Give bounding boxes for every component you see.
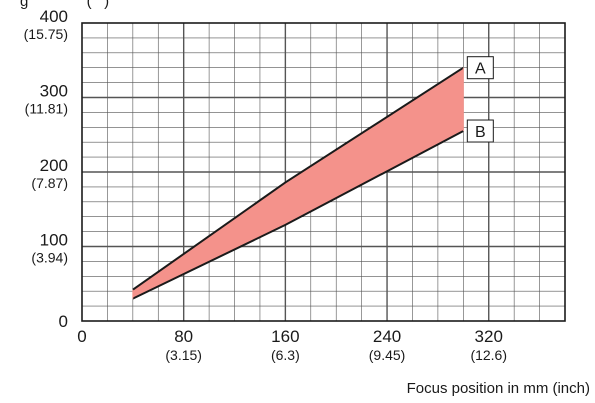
x-tick-label: 0 [77, 327, 86, 346]
x-tick-sublabel: (3.15) [165, 347, 202, 363]
series-label-box-b [466, 119, 494, 143]
plot-border [81, 22, 566, 322]
plot-frame [81, 22, 566, 322]
x-tick-label: 320 [475, 327, 503, 346]
range-band [132, 67, 464, 299]
x-tick-label: 240 [373, 327, 401, 346]
y-tick-sublabel: (3.94) [31, 250, 68, 266]
series-lines [132, 66, 464, 300]
y-axis-ticks: 0 100(3.94) 200(7.87) 300(11.81) 400(15.75) [24, 7, 68, 331]
range-fill [132, 67, 464, 299]
x-axis-label: Focus position in mm (inch) [407, 380, 590, 397]
x-tick-label: 160 [271, 327, 299, 346]
grid [82, 23, 565, 321]
x-axis-ticks: 0 80(3.15) 160(6.3) 240(9.45) 320(12.6) [77, 327, 507, 363]
series-line-a [132, 66, 464, 291]
y-tick-label: 400 [40, 7, 68, 26]
y-tick-sublabel: (11.81) [25, 101, 68, 117]
series-labels: AB [466, 56, 494, 143]
x-tick-sublabel: (9.45) [369, 347, 406, 363]
y-axis-label-fragment: g ( ) [20, 0, 109, 10]
y-tick-sublabel: (7.87) [31, 175, 68, 191]
series-label-box-a [466, 56, 494, 80]
x-tick-sublabel: (12.6) [470, 347, 507, 363]
series-line-b [132, 130, 464, 300]
y-tick-label: 0 [59, 312, 68, 331]
series-label-a: A [475, 61, 486, 78]
x-tick-label: 80 [174, 327, 193, 346]
y-tick-sublabel: (15.75) [24, 26, 68, 42]
y-tick-label: 100 [40, 231, 68, 250]
series-label-b: B [475, 124, 486, 141]
y-tick-label: 200 [40, 156, 68, 175]
x-tick-sublabel: (6.3) [271, 347, 300, 363]
y-tick-label: 300 [40, 82, 68, 101]
